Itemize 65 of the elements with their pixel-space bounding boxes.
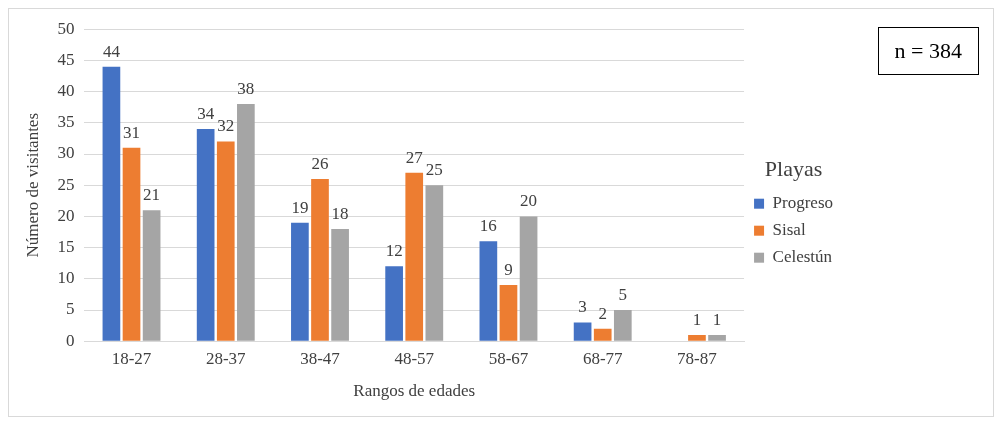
bar — [573, 322, 592, 341]
y-axis-title: Número de visitantes — [22, 112, 42, 258]
y-tick-label: 35 — [57, 112, 75, 132]
y-tick-label: 15 — [57, 237, 75, 257]
x-tick-label: 38-47 — [300, 348, 341, 368]
bar — [237, 104, 255, 341]
data-label: 3 — [578, 297, 587, 317]
legend-title: Playas — [764, 155, 823, 181]
data-label: 1 — [692, 309, 702, 329]
x-tick-label: 78-87 — [677, 348, 718, 368]
data-label: 25 — [425, 160, 443, 180]
data-label: 26 — [311, 153, 329, 173]
bar — [196, 129, 215, 341]
data-label: 12 — [385, 241, 403, 261]
y-tick-label: 40 — [57, 81, 75, 101]
bar — [499, 285, 518, 341]
data-label: 21 — [143, 185, 161, 205]
bar — [102, 66, 121, 341]
x-axis-title: Rangos de edades — [353, 381, 476, 401]
data-label: 27 — [405, 147, 424, 167]
bar — [311, 178, 329, 341]
data-label: 20 — [520, 191, 538, 211]
x-tick-label: 58-67 — [488, 348, 529, 368]
data-label: 32 — [217, 116, 235, 136]
y-tick-label: 30 — [57, 143, 75, 163]
bar — [519, 216, 538, 341]
text: n = 384 — [877, 27, 979, 75]
legend-label: Sisal — [772, 220, 806, 240]
data-label: 16 — [479, 216, 497, 236]
y-tick-label: 0 — [65, 330, 75, 350]
data-label: 34 — [197, 104, 215, 124]
y-tick-label: 5 — [65, 299, 75, 319]
x-tick-label: 68-77 — [582, 348, 624, 368]
bar — [593, 328, 612, 341]
y-tick-label: 45 — [57, 49, 75, 69]
y-tick-label: 20 — [57, 205, 75, 225]
bar — [479, 241, 498, 341]
bar — [385, 266, 403, 341]
legend-label: Celestún — [772, 247, 833, 267]
data-label: 44 — [102, 41, 121, 61]
bar — [688, 334, 706, 341]
data-label: 2 — [598, 303, 607, 323]
bar — [142, 210, 161, 341]
data-label: 9 — [504, 260, 513, 280]
bar — [331, 228, 349, 341]
data-label: 31 — [123, 122, 141, 142]
bar — [216, 141, 235, 341]
y-tick-label: 50 — [57, 18, 75, 38]
y-tick-label: 10 — [57, 268, 75, 288]
data-label: 19 — [291, 197, 309, 217]
bar — [425, 185, 444, 341]
legend-label: Progreso — [772, 193, 834, 213]
x-tick-label: 48-57 — [394, 348, 435, 368]
data-label: 18 — [331, 203, 349, 223]
y-tick-label: 25 — [57, 174, 75, 194]
x-tick-label: 28-37 — [205, 348, 247, 368]
bar — [122, 147, 141, 341]
data-label: 5 — [618, 284, 628, 304]
bar — [405, 172, 424, 341]
data-label: 1 — [712, 309, 722, 329]
bar — [291, 222, 309, 341]
bar — [613, 310, 632, 341]
bar — [708, 334, 726, 341]
data-label: 38 — [237, 79, 255, 99]
x-tick-label: 18-27 — [111, 348, 152, 368]
